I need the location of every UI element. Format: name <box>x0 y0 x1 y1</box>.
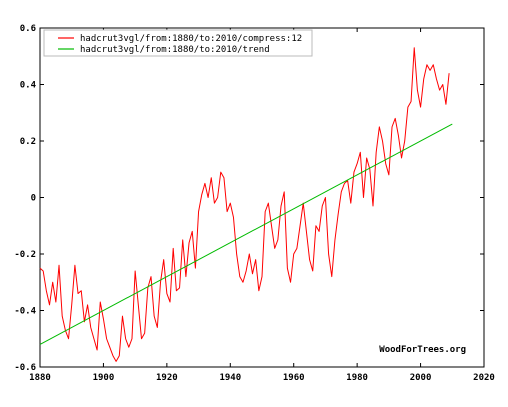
credit-label: WoodForTrees.org <box>379 345 466 355</box>
x-tick-label: 1940 <box>219 373 241 383</box>
legend-label-hadcrut-compress: hadcrut3vgl/from:1880/to:2010/compress:1… <box>80 34 302 44</box>
y-axis: -0.6 -0.4 -0.2 0 0.2 0.4 0.6 <box>14 24 484 373</box>
x-tick-label: 1980 <box>346 373 368 383</box>
x-tick-label: 1900 <box>93 373 115 383</box>
legend-label-hadcrut-trend: hadcrut3vgl/from:1880/to:2010/trend <box>80 45 270 55</box>
legend-box <box>43 29 313 57</box>
y-tick-label: -0.2 <box>14 250 36 260</box>
series-group <box>39 47 453 362</box>
y-tick-label: -0.6 <box>14 363 36 373</box>
x-tick-label: 1960 <box>283 373 305 383</box>
y-tick-label: -0.4 <box>14 307 36 317</box>
y-tick-label: 0.2 <box>20 137 36 147</box>
x-tick-label: 1920 <box>156 373 178 383</box>
plot-area <box>39 27 485 368</box>
y-tick-label: 0.4 <box>20 81 37 91</box>
series-line-hadcrut-trend <box>39 123 453 345</box>
x-tick-label: 2020 <box>473 373 495 383</box>
y-tick-label: 0 <box>31 194 36 204</box>
legend: hadcrut3vgl/from:1880/to:2010/compress:1… <box>43 29 313 57</box>
y-tick-label: 0.6 <box>20 24 36 34</box>
x-tick-label: 2000 <box>410 373 432 383</box>
x-tick-label: 1880 <box>29 373 51 383</box>
series-line-hadcrut-compress <box>39 47 450 362</box>
